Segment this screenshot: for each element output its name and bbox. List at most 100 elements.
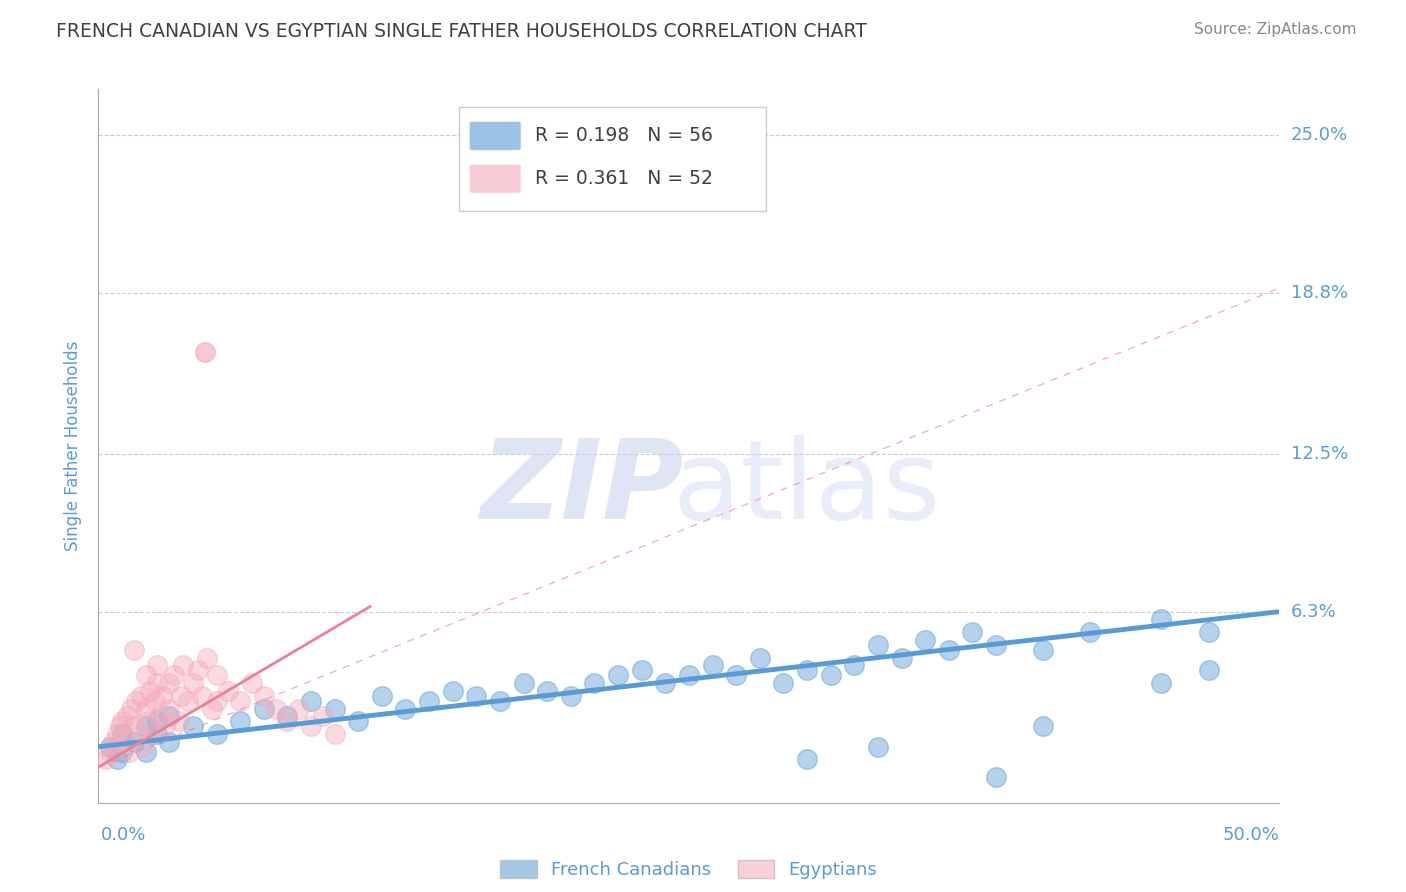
- Point: [890, 650, 912, 665]
- Point: [866, 739, 889, 754]
- Point: [253, 689, 276, 703]
- Point: [146, 714, 169, 729]
- Point: [229, 714, 252, 729]
- Text: 25.0%: 25.0%: [1291, 126, 1348, 145]
- Point: [135, 668, 157, 682]
- Point: [201, 701, 224, 715]
- Point: [489, 694, 512, 708]
- Point: [115, 709, 138, 723]
- Point: [796, 663, 818, 677]
- Point: [135, 745, 157, 759]
- Point: [118, 745, 141, 759]
- Point: [150, 689, 173, 703]
- FancyBboxPatch shape: [458, 107, 766, 211]
- Point: [441, 683, 464, 698]
- Point: [108, 719, 131, 733]
- Point: [984, 770, 1007, 784]
- Point: [128, 727, 150, 741]
- Text: 12.5%: 12.5%: [1291, 444, 1348, 463]
- Point: [157, 734, 180, 748]
- Point: [654, 676, 676, 690]
- FancyBboxPatch shape: [470, 121, 522, 151]
- Point: [1150, 612, 1173, 626]
- Point: [1032, 643, 1054, 657]
- Text: FRENCH CANADIAN VS EGYPTIAN SINGLE FATHER HOUSEHOLDS CORRELATION CHART: FRENCH CANADIAN VS EGYPTIAN SINGLE FATHE…: [56, 22, 868, 41]
- Point: [748, 650, 770, 665]
- Point: [607, 668, 630, 682]
- Point: [371, 689, 394, 703]
- Point: [820, 668, 842, 682]
- Text: Source: ZipAtlas.com: Source: ZipAtlas.com: [1194, 22, 1357, 37]
- Point: [157, 676, 180, 690]
- Point: [1198, 625, 1220, 640]
- Point: [323, 701, 346, 715]
- Point: [135, 719, 157, 733]
- Point: [217, 683, 239, 698]
- Point: [347, 714, 370, 729]
- Point: [276, 709, 298, 723]
- Point: [105, 727, 128, 741]
- Y-axis label: Single Father Households: Single Father Households: [65, 341, 83, 551]
- Point: [125, 694, 148, 708]
- Point: [112, 734, 135, 748]
- Text: R = 0.361   N = 52: R = 0.361 N = 52: [536, 169, 713, 188]
- Point: [702, 658, 724, 673]
- Point: [181, 676, 204, 690]
- Point: [191, 689, 214, 703]
- Point: [129, 689, 152, 703]
- Point: [938, 643, 960, 657]
- Point: [121, 701, 143, 715]
- Point: [149, 709, 172, 723]
- Point: [205, 727, 228, 741]
- Point: [98, 739, 121, 754]
- Point: [163, 668, 186, 682]
- Point: [94, 752, 117, 766]
- Point: [253, 701, 276, 715]
- Point: [172, 658, 194, 673]
- Point: [167, 714, 190, 729]
- Point: [98, 745, 121, 759]
- Point: [122, 734, 145, 748]
- Point: [312, 709, 335, 723]
- Point: [105, 752, 128, 766]
- Text: ZIP: ZIP: [481, 435, 685, 542]
- Text: atlas: atlas: [673, 435, 941, 542]
- Point: [630, 663, 652, 677]
- Legend: French Canadians, Egyptians: French Canadians, Egyptians: [494, 853, 884, 887]
- Point: [229, 694, 252, 708]
- Point: [136, 714, 159, 729]
- Point: [111, 727, 134, 741]
- Point: [844, 658, 866, 673]
- Point: [194, 344, 217, 359]
- Point: [465, 689, 488, 703]
- Point: [678, 668, 700, 682]
- Point: [157, 709, 180, 723]
- Point: [240, 676, 263, 690]
- Point: [299, 694, 322, 708]
- Text: 0.0%: 0.0%: [101, 826, 146, 844]
- Point: [1032, 719, 1054, 733]
- Point: [122, 719, 145, 733]
- Point: [157, 701, 180, 715]
- Point: [264, 701, 287, 715]
- Point: [276, 714, 298, 729]
- Point: [146, 658, 169, 673]
- Point: [1150, 676, 1173, 690]
- Point: [111, 714, 134, 729]
- Text: 18.8%: 18.8%: [1291, 284, 1348, 302]
- Point: [962, 625, 984, 640]
- Point: [205, 694, 228, 708]
- Point: [725, 668, 748, 682]
- Point: [170, 689, 193, 703]
- Point: [142, 727, 165, 741]
- Point: [323, 727, 346, 741]
- Point: [139, 683, 162, 698]
- Point: [153, 719, 176, 733]
- Point: [394, 701, 416, 715]
- Point: [135, 701, 157, 715]
- Point: [146, 676, 169, 690]
- FancyBboxPatch shape: [470, 164, 522, 194]
- Point: [104, 739, 127, 754]
- Point: [984, 638, 1007, 652]
- Point: [288, 701, 311, 715]
